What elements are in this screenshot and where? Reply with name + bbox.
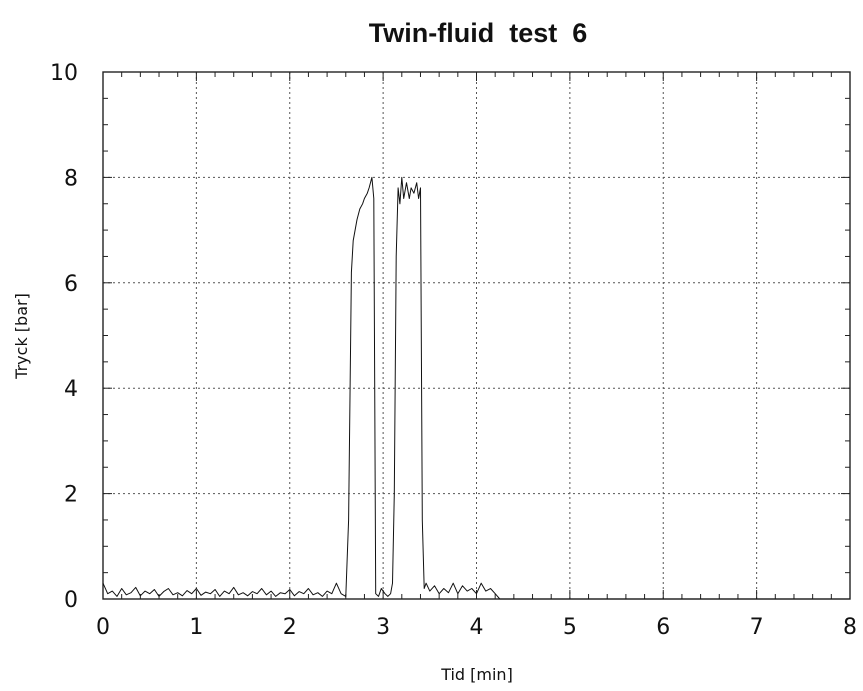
x-axis-label: Tid [min] (440, 665, 513, 684)
plot-frame (102, 71, 851, 600)
y-tick-label: 2 (64, 483, 78, 508)
series-group (102, 176, 850, 600)
x-tick-label: 4 (470, 615, 484, 640)
x-tick-label: 5 (563, 615, 577, 640)
x-tick-label: 0 (96, 615, 110, 640)
x-tick-label: 7 (750, 615, 764, 640)
y-axis-label: Tryck [bar] (12, 293, 31, 380)
axis-ticks (102, 71, 851, 600)
x-tick-label: 1 (189, 615, 203, 640)
x-axis-tick-labels: 0 1 2 3 4 5 6 7 8 (96, 615, 857, 640)
chart-title: Twin-fluid test 6 (369, 18, 588, 48)
y-tick-label: 0 (64, 588, 78, 613)
y-tick-label: 4 (64, 377, 78, 402)
x-tick-label: 2 (283, 615, 297, 640)
y-axis-tick-labels: 0 2 4 6 8 10 (50, 61, 78, 613)
series-line-1 (102, 176, 850, 600)
x-tick-label: 3 (376, 615, 390, 640)
grid-lines (103, 72, 850, 599)
x-tick-label: 6 (656, 615, 670, 640)
y-tick-label: 8 (64, 166, 78, 191)
x-tick-label: 8 (843, 615, 857, 640)
y-tick-label: 6 (64, 272, 78, 297)
y-tick-label: 10 (50, 61, 78, 86)
